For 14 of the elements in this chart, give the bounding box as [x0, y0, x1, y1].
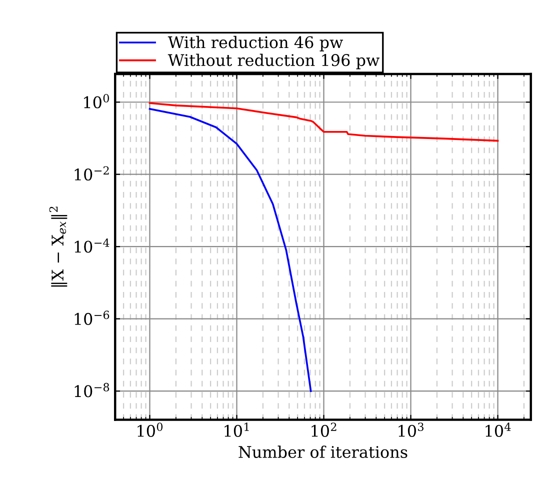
y-tick-label: 10$^{0}$: [84, 94, 109, 108]
x-tick-label: 10$^{0}$: [138, 422, 163, 437]
y-axis-title: ‖X − X$_{ex}$‖$^{2}$: [49, 206, 68, 287]
legend-label: Without reduction 196 pw: [168, 54, 380, 70]
x-tick-label: 10$^{3}$: [398, 422, 424, 437]
legend-label: With reduction 46 pw: [168, 36, 343, 52]
x-tick-label: 10$^{2}$: [312, 422, 336, 437]
x-tick-label: 10$^{4}$: [486, 422, 511, 437]
y-tick-label: 10$^{−6}$: [74, 310, 110, 325]
y-tick-label: 10$^{−8}$: [74, 382, 110, 398]
x-axis-title: Number of iterations: [238, 446, 408, 458]
x-tick-label: 10$^{1}$: [224, 422, 249, 437]
y-tick-label: 10$^{−4}$: [74, 238, 110, 253]
y-tick-label: 10$^{−2}$: [74, 166, 109, 181]
